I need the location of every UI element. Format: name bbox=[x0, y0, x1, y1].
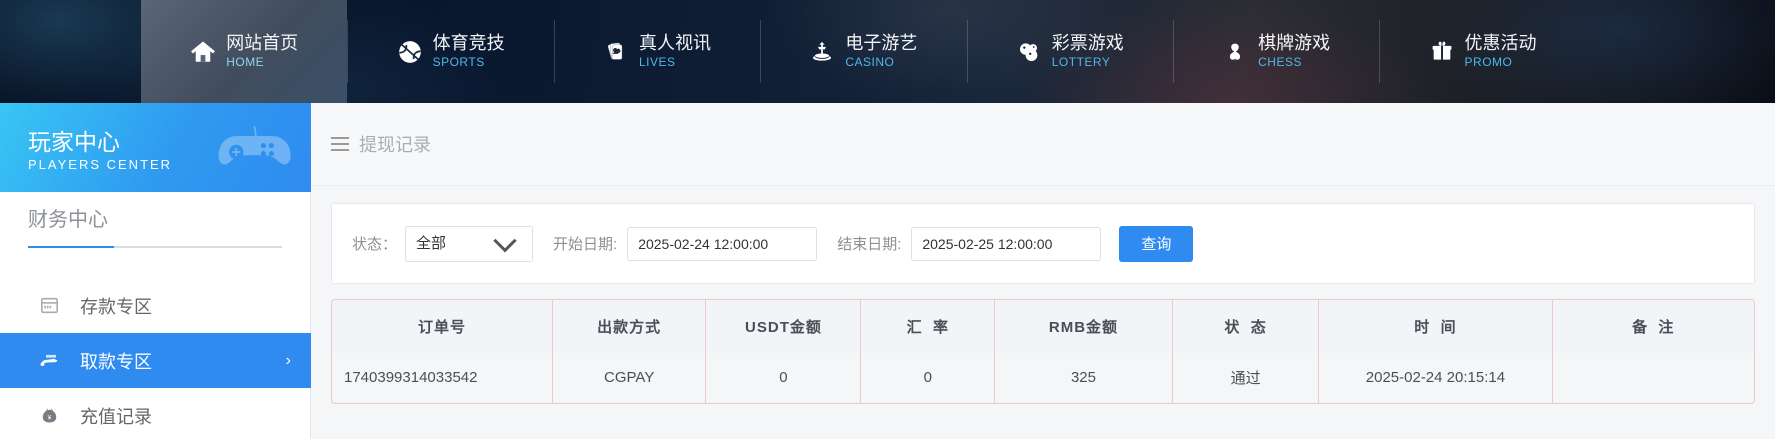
svg-text:¥: ¥ bbox=[48, 414, 52, 421]
